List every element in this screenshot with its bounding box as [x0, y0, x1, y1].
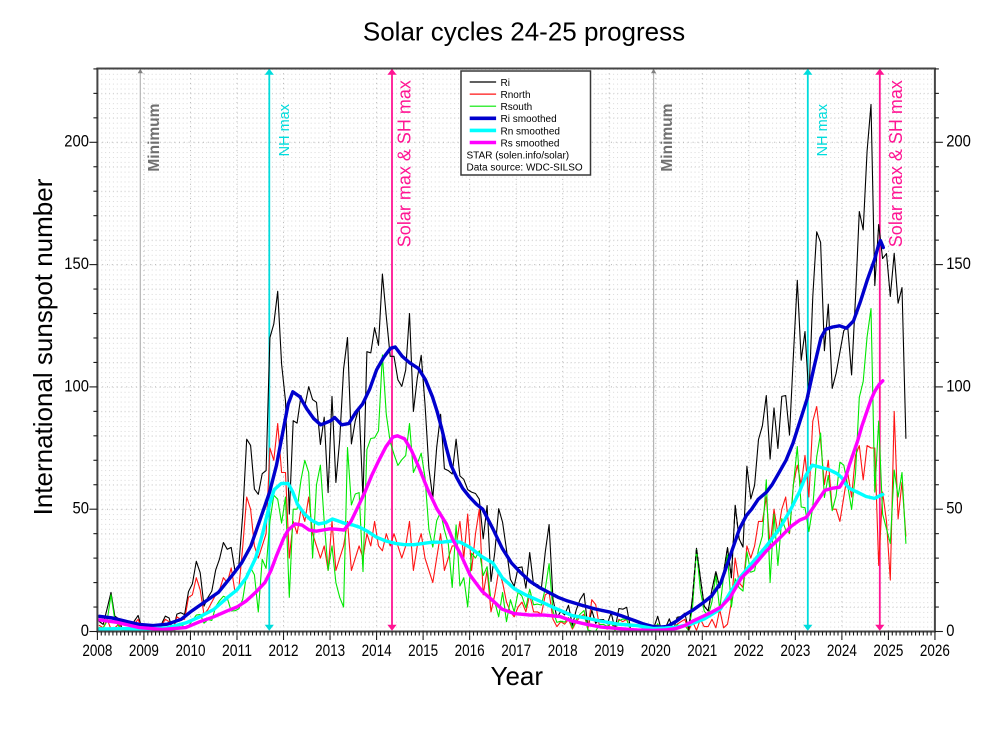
svg-text:2008: 2008: [82, 641, 112, 660]
svg-text:2023: 2023: [780, 641, 810, 660]
svg-text:2013: 2013: [315, 641, 345, 660]
svg-text:2015: 2015: [408, 641, 438, 660]
svg-text:200: 200: [946, 132, 971, 151]
svg-text:STAR (solen.info/solar): STAR (solen.info/solar): [467, 151, 570, 162]
svg-text:0: 0: [81, 621, 89, 640]
svg-text:2016: 2016: [455, 641, 485, 660]
svg-text:Year: Year: [491, 661, 544, 691]
svg-text:0: 0: [946, 621, 954, 640]
svg-text:Rn smoothed: Rn smoothed: [501, 126, 560, 137]
svg-text:2019: 2019: [594, 641, 624, 660]
svg-text:Solar cycles 24-25 progress: Solar cycles 24-25 progress: [363, 17, 685, 47]
svg-text:2025: 2025: [873, 641, 903, 660]
svg-text:2022: 2022: [734, 641, 764, 660]
svg-text:2020: 2020: [641, 641, 671, 660]
svg-text:International sunspot number: International sunspot number: [28, 178, 58, 515]
svg-text:2024: 2024: [827, 641, 857, 660]
svg-text:2012: 2012: [269, 641, 299, 660]
svg-text:Ri: Ri: [501, 78, 510, 89]
svg-text:2009: 2009: [129, 641, 159, 660]
svg-text:Ri smoothed: Ri smoothed: [501, 114, 557, 125]
svg-text:150: 150: [946, 254, 971, 273]
svg-text:2011: 2011: [222, 641, 252, 660]
svg-text:Solar max & SH max: Solar max & SH max: [886, 80, 906, 247]
svg-text:Rnorth: Rnorth: [501, 90, 531, 101]
svg-text:Minimum: Minimum: [146, 104, 163, 172]
svg-text:50: 50: [946, 499, 963, 518]
svg-text:50: 50: [73, 499, 90, 518]
svg-text:200: 200: [64, 132, 89, 151]
svg-text:NH max: NH max: [815, 103, 831, 156]
svg-text:2018: 2018: [548, 641, 578, 660]
svg-text:150: 150: [64, 254, 89, 273]
svg-text:2021: 2021: [687, 641, 717, 660]
svg-text:2014: 2014: [362, 641, 392, 660]
svg-text:2010: 2010: [176, 641, 206, 660]
svg-text:Rsouth: Rsouth: [501, 102, 533, 113]
svg-text:Minimum: Minimum: [659, 104, 676, 172]
svg-text:Rs smoothed: Rs smoothed: [501, 138, 560, 149]
svg-text:100: 100: [946, 376, 971, 395]
svg-text:Solar max & SH max: Solar max & SH max: [395, 80, 415, 247]
svg-text:2017: 2017: [501, 641, 531, 660]
svg-text:Data source: WDC-SILSO: Data source: WDC-SILSO: [467, 163, 583, 174]
svg-text:NH max: NH max: [277, 103, 293, 156]
svg-text:2026: 2026: [920, 641, 950, 660]
svg-text:100: 100: [64, 376, 89, 395]
